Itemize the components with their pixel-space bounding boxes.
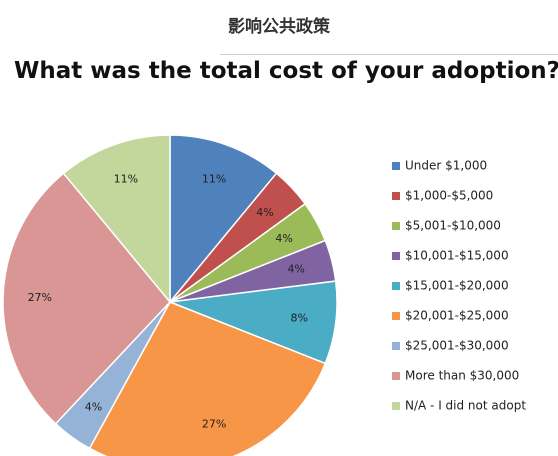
legend-label: $20,001-$25,000 xyxy=(405,309,509,323)
slice-label: 4% xyxy=(287,263,304,276)
slice-label: 11% xyxy=(202,172,226,185)
legend-swatch xyxy=(392,282,400,290)
legend-swatch xyxy=(392,402,400,410)
legend-label: N/A - I did not adopt xyxy=(405,399,526,413)
slice-label: 4% xyxy=(275,232,292,245)
legend-label: $10,001-$15,000 xyxy=(405,249,509,263)
legend-swatch xyxy=(392,372,400,380)
legend-swatch xyxy=(392,252,400,260)
legend-swatch xyxy=(392,192,400,200)
legend-label: $5,001-$10,000 xyxy=(405,219,501,233)
pie-slice xyxy=(88,301,327,456)
legend-swatch xyxy=(392,312,400,320)
legend-label: Under $1,000 xyxy=(405,159,487,173)
pie-slice xyxy=(2,172,171,425)
slice-label: 8% xyxy=(291,311,308,324)
legend-label: $15,001-$20,000 xyxy=(405,279,509,293)
pie-slice xyxy=(169,134,278,305)
legend-swatch xyxy=(392,222,400,230)
pie-labels: 11%4%4%4%8%27%4%27%11% xyxy=(28,172,308,430)
legend-label: $1,000-$5,000 xyxy=(405,189,493,203)
slice-label: 27% xyxy=(202,418,226,431)
legend-swatch xyxy=(392,162,400,170)
slice-label: 4% xyxy=(256,206,273,219)
legend-label: More than $30,000 xyxy=(405,369,519,383)
pie-slice xyxy=(62,134,171,305)
pie-slices xyxy=(2,134,338,456)
header-divider xyxy=(220,54,558,55)
chart-legend: Under $1,000 $1,000-$5,000 $5,001-$10,000 $… xyxy=(392,159,526,413)
slice-label: 27% xyxy=(28,291,52,304)
legend-swatch xyxy=(392,342,400,350)
legend-label: $25,001-$30,000 xyxy=(405,339,509,353)
chart-title: What was the total cost of your adoption… xyxy=(14,58,558,84)
slice-label: 4% xyxy=(85,400,102,413)
page-header-title: 影响公共政策 xyxy=(228,17,330,37)
slice-label: 11% xyxy=(114,172,138,185)
